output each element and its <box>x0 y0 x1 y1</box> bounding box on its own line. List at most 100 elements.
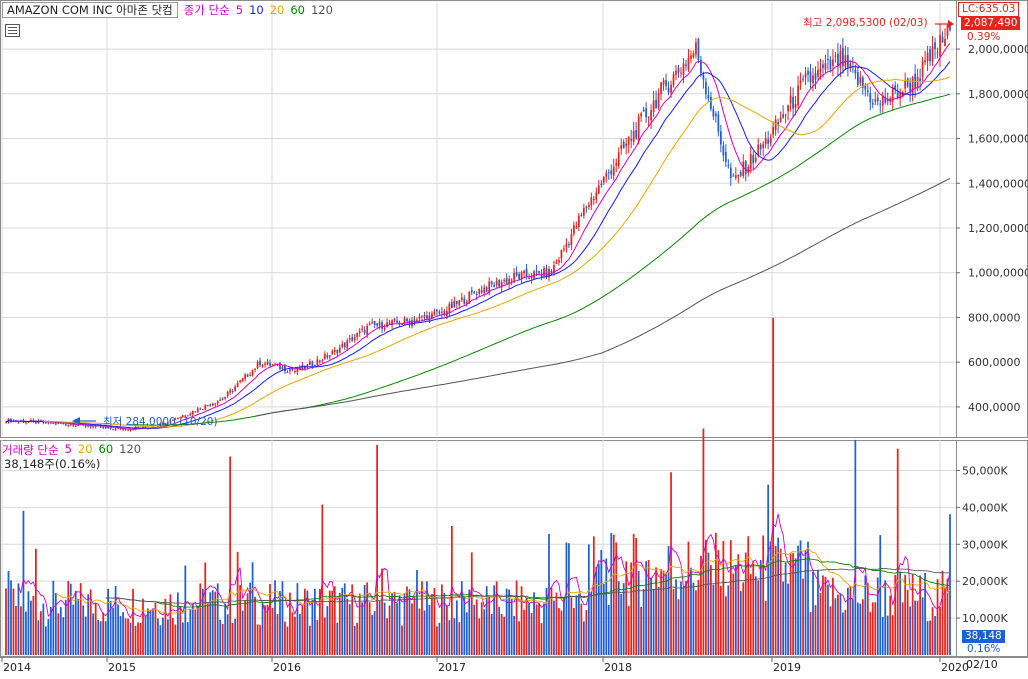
candle-body <box>401 323 403 325</box>
candle-body <box>737 174 740 177</box>
volume-bar <box>119 616 122 655</box>
volume-bar <box>331 590 334 655</box>
volume-bar <box>779 548 782 655</box>
ma-120: 120 <box>310 3 333 17</box>
volume-bar <box>607 605 610 655</box>
grid-menu-icon[interactable] <box>5 24 20 37</box>
volume-bar <box>186 622 189 655</box>
volume-bar <box>353 625 356 655</box>
volume-bar <box>931 607 934 655</box>
candle-body <box>859 76 862 84</box>
candle-body <box>929 49 931 62</box>
volume-bar <box>665 574 667 655</box>
volume-bar <box>680 581 682 655</box>
candle-body <box>528 277 530 279</box>
candle-body <box>164 423 167 425</box>
candle-body <box>899 93 902 99</box>
volume-bar <box>946 578 949 655</box>
candle-body <box>585 207 588 209</box>
volume-bar <box>62 617 65 655</box>
price-pane[interactable]: 2,000,0000 1,800,0000 1,600,0000 1,400,0000… <box>0 0 1028 438</box>
volume-bar <box>219 619 222 655</box>
candle-body <box>196 408 199 413</box>
volume-bar <box>939 607 941 655</box>
volume-bar <box>744 552 747 655</box>
symbol-box[interactable]: AMAZON COM INC 아마존 닷컴 <box>2 2 178 18</box>
candle-body <box>520 272 523 279</box>
volume-bar <box>667 546 670 655</box>
volume-bar <box>742 582 745 655</box>
candle-body <box>856 72 859 86</box>
volume-bar <box>117 604 119 655</box>
candle-body <box>904 80 907 89</box>
volume-bar <box>789 553 792 655</box>
candle-body <box>682 63 685 75</box>
volume-bar <box>149 611 152 655</box>
volume-bar <box>211 590 214 655</box>
volume-bar <box>363 585 366 655</box>
candle-body <box>784 114 787 116</box>
candle-body <box>535 270 538 272</box>
volume-bar <box>769 541 772 655</box>
volume-bar <box>470 552 473 655</box>
volume-bar <box>612 534 615 655</box>
volume-bar <box>754 576 757 655</box>
volume-pane[interactable]: 50,000K 40,000K 30,000K 20,000K 10,000K 거래량 … <box>0 317 1028 657</box>
volume-bar <box>871 602 874 655</box>
candle-body <box>769 138 772 143</box>
candle-body <box>861 77 864 88</box>
candle-body <box>323 354 326 360</box>
x-last-label: 02/10 <box>966 658 998 671</box>
volume-bar <box>371 614 374 655</box>
volume-bar <box>167 619 169 655</box>
volume-bar <box>82 605 85 655</box>
volume-bar <box>291 612 294 655</box>
volume-bar <box>15 606 17 655</box>
x-year-label: 2020 <box>941 661 969 674</box>
volume-bar <box>886 615 889 655</box>
volume-bar <box>418 608 421 655</box>
candle-body <box>697 39 700 61</box>
candle-body <box>523 270 525 274</box>
candle-body <box>181 415 184 418</box>
volume-bar <box>675 579 677 655</box>
volume-title: 거래량 단순 <box>2 443 59 457</box>
candle-body <box>580 214 583 216</box>
candle-body <box>326 355 329 358</box>
candle-body <box>343 342 346 348</box>
candle-body <box>468 291 471 304</box>
candle-body <box>396 320 398 323</box>
candle-body <box>931 46 934 62</box>
candle-body <box>802 78 804 80</box>
volume-bar <box>819 592 822 655</box>
volume-bar <box>500 613 503 655</box>
volume-bar <box>849 586 852 655</box>
volume-bar <box>30 600 32 655</box>
volume-bar <box>724 596 727 655</box>
price-chart[interactable]: 2,000,0000 1,800,0000 1,600,0000 1,400,0000… <box>0 0 1028 438</box>
volume-bar <box>851 599 854 655</box>
volume-bar <box>465 612 468 655</box>
volume-bar <box>924 572 926 655</box>
volume-bar <box>368 602 371 655</box>
candle-body <box>667 87 670 93</box>
candle-body <box>871 102 874 105</box>
volume-bar <box>39 611 42 655</box>
volume-bar <box>782 581 784 655</box>
candle-body <box>17 421 20 423</box>
candle-body <box>727 165 730 167</box>
candle-body <box>540 274 543 277</box>
volume-chart[interactable]: 50,000K 40,000K 30,000K 20,000K 10,000K <box>0 317 1028 657</box>
candle-body <box>622 141 625 149</box>
candle-body <box>687 57 690 70</box>
volume-bar <box>376 444 379 655</box>
candle-body <box>411 320 413 327</box>
volume-bar <box>453 618 456 655</box>
candle-body <box>336 349 339 354</box>
candle-body <box>891 87 894 102</box>
candle-body <box>921 61 924 78</box>
volume-bar <box>333 586 336 655</box>
volume-bar <box>914 600 917 655</box>
volume-ma-line-120 <box>105 567 951 604</box>
candle-body <box>266 361 269 365</box>
